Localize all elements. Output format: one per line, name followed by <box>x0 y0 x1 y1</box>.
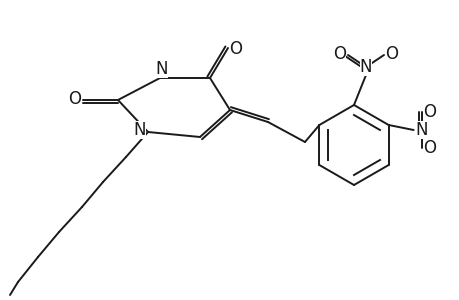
Text: N: N <box>156 60 168 78</box>
Text: N: N <box>134 121 146 139</box>
Text: O: O <box>333 45 346 63</box>
Text: N: N <box>359 58 371 76</box>
Text: N: N <box>414 121 427 139</box>
Text: O: O <box>68 90 81 108</box>
Text: O: O <box>422 139 435 157</box>
Text: O: O <box>422 103 435 121</box>
Text: O: O <box>385 45 397 63</box>
Text: O: O <box>229 40 242 58</box>
